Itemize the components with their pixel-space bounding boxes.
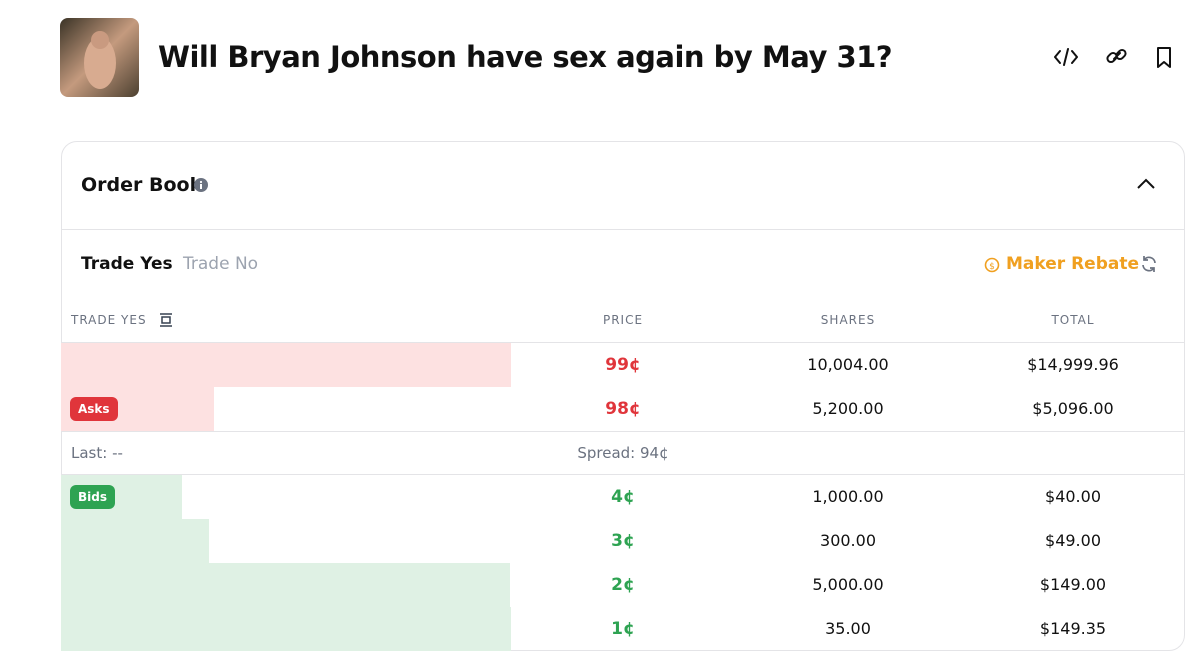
market-title: Will Bryan Johnson have sex again by May… xyxy=(158,40,893,74)
depth-bar xyxy=(61,563,510,607)
order-row: 1¢ 35.00 $149.35 xyxy=(61,607,1185,651)
order-book-title: Order Book xyxy=(81,174,203,196)
shares: 5,000.00 xyxy=(812,575,884,594)
divider xyxy=(61,229,1185,230)
market-image xyxy=(60,18,139,97)
shares: 1,000.00 xyxy=(812,487,884,506)
total: $14,999.96 xyxy=(1027,355,1119,374)
refresh-icon[interactable] xyxy=(1140,255,1158,273)
collapse-icon[interactable] xyxy=(1136,177,1156,191)
price: 99¢ xyxy=(605,355,641,375)
column-header: SHARES xyxy=(820,313,876,327)
column-header: TRADE YES xyxy=(71,313,147,327)
tab-trade-no[interactable]: Trade No xyxy=(183,254,259,274)
shares: 300.00 xyxy=(820,531,876,550)
tab-trade-yes[interactable]: Trade Yes xyxy=(81,254,173,274)
bookmark-icon[interactable] xyxy=(1157,47,1171,68)
shares: 35.00 xyxy=(825,619,871,638)
column-header: PRICE xyxy=(602,313,644,327)
depth-bar xyxy=(61,519,209,563)
spread-row: Last: -- Spread: 94¢ xyxy=(61,431,1185,475)
depth-bar xyxy=(61,343,511,387)
price: 2¢ xyxy=(611,575,635,595)
rebate-icon: $ xyxy=(984,257,1000,273)
spread: Spread: 94¢ xyxy=(577,444,669,462)
price: 3¢ xyxy=(611,531,635,551)
header-icons xyxy=(1054,47,1171,68)
order-row: 3¢ 300.00 $49.00 xyxy=(61,519,1185,563)
total: $40.00 xyxy=(1045,487,1101,506)
total: $49.00 xyxy=(1045,531,1101,550)
price: 98¢ xyxy=(605,399,641,419)
maker-rebate[interactable]: Maker Rebate xyxy=(1006,254,1139,274)
total: $149.00 xyxy=(1039,575,1107,594)
last-price: Last: -- xyxy=(71,444,123,462)
link-icon[interactable] xyxy=(1106,48,1127,64)
side-badge: Bids xyxy=(70,485,115,509)
price: 1¢ xyxy=(611,619,635,639)
order-row: 4¢ 1,000.00 $40.00 Bids xyxy=(61,475,1185,519)
column-header: TOTAL xyxy=(1051,313,1095,327)
rows: 99¢ 10,004.00 $14,999.96 98¢ 5,200.00 $5,096.… xyxy=(61,0,1185,651)
divider xyxy=(61,342,1185,343)
info-icon[interactable] xyxy=(193,177,209,193)
shares: 10,004.00 xyxy=(807,355,889,374)
total: $5,096.00 xyxy=(1032,399,1114,418)
total: $149.35 xyxy=(1039,619,1107,638)
shares: 5,200.00 xyxy=(812,399,884,418)
depth-bar xyxy=(61,607,511,651)
svg-text:$: $ xyxy=(989,262,995,272)
side-badge: Asks xyxy=(70,397,118,421)
order-row: 99¢ 10,004.00 $14,999.96 xyxy=(61,343,1185,387)
order-row: 98¢ 5,200.00 $5,096.00 Asks xyxy=(61,387,1185,431)
layout-icon[interactable] xyxy=(158,312,174,328)
embed-icon[interactable] xyxy=(1054,48,1078,66)
order-row: 2¢ 5,000.00 $149.00 xyxy=(61,563,1185,607)
price: 4¢ xyxy=(611,487,635,507)
